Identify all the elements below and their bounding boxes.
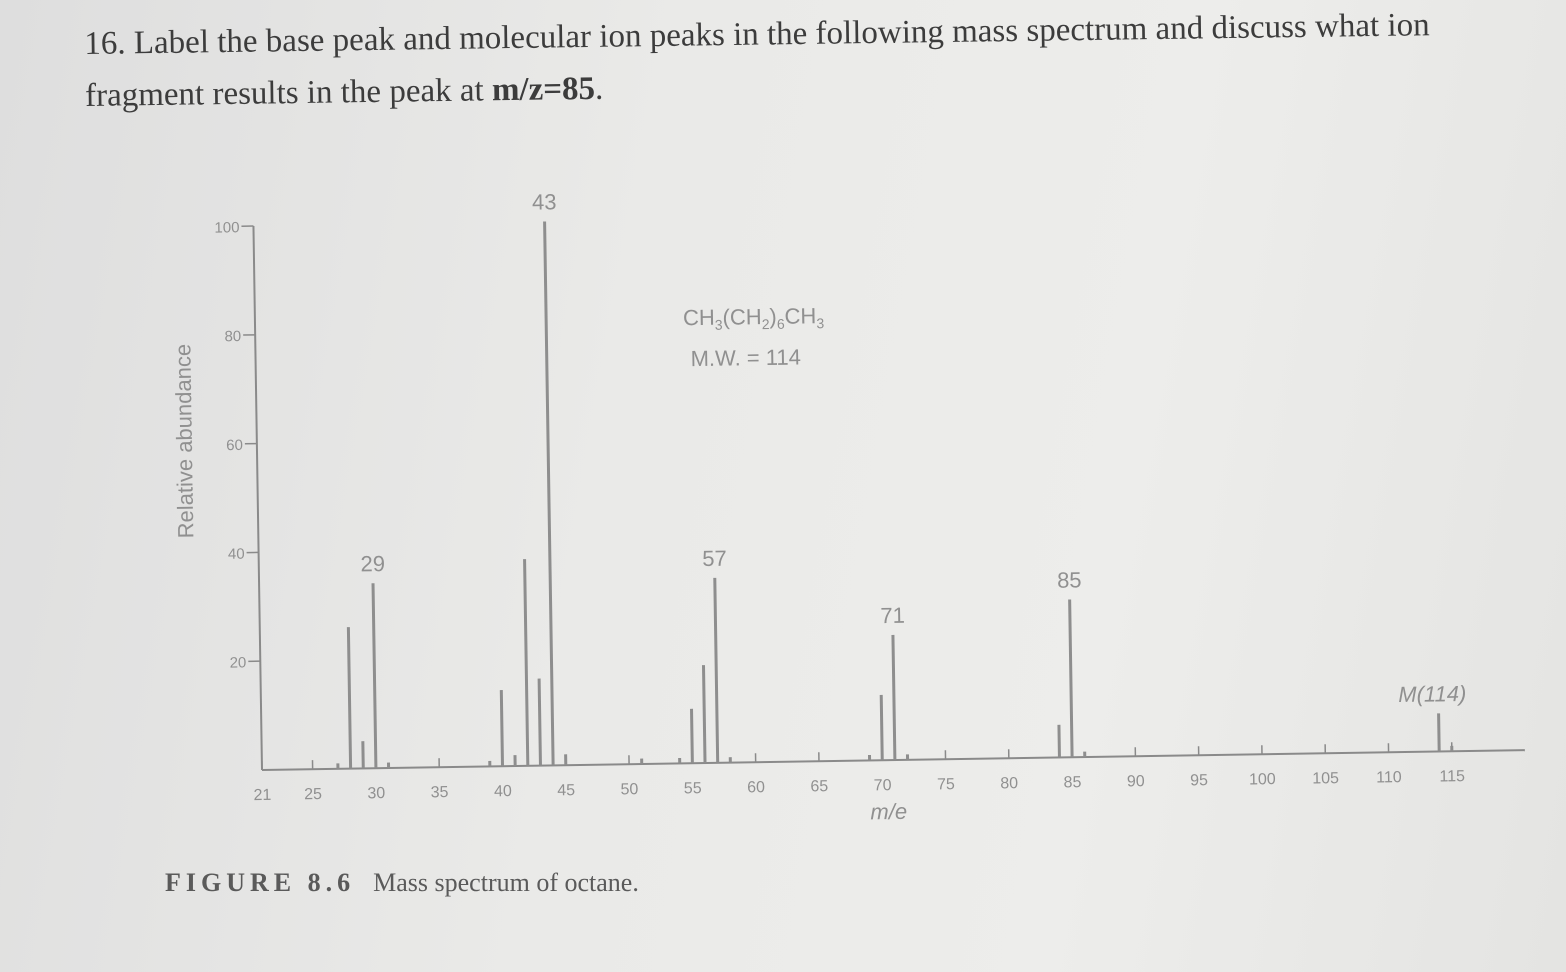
peak-bar xyxy=(371,583,378,769)
peak-label: 29 xyxy=(360,551,385,576)
y-tick-label: 80 xyxy=(224,328,241,345)
x-tick-label: 70 xyxy=(874,777,892,794)
x-tick-label: 50 xyxy=(620,781,638,798)
x-tick-label: 95 xyxy=(1190,772,1208,789)
x-tick-label: 100 xyxy=(1249,771,1276,788)
x-tick-label: 30 xyxy=(367,785,385,802)
x-tick-label: 65 xyxy=(810,778,828,795)
peak-bar xyxy=(499,690,505,767)
peak-bar xyxy=(523,559,530,766)
y-tick-label: 40 xyxy=(228,546,245,563)
y-axis-line xyxy=(252,226,263,770)
peak-bar xyxy=(690,708,694,764)
x-tick-label: 115 xyxy=(1439,768,1465,785)
peak-label: 57 xyxy=(702,546,727,571)
peak-bar xyxy=(543,221,555,766)
peak-bar xyxy=(891,634,897,761)
x-tick-label: 40 xyxy=(494,783,512,800)
x-tick-label: 110 xyxy=(1376,769,1402,786)
peak-bar xyxy=(713,577,720,763)
x-tick-label: 21 xyxy=(253,787,271,804)
x-tick-label: 55 xyxy=(684,780,702,797)
x-axis-label: m/e xyxy=(870,799,907,825)
peak-label: M(114) xyxy=(1398,681,1466,707)
peak-bars xyxy=(336,221,1454,769)
y-tick-label: 100 xyxy=(214,219,239,236)
formula-annotation: CH3(CH2)6CH3 xyxy=(683,303,825,333)
y-axis-label: Relative abundance xyxy=(170,344,198,539)
molecular-weight-annotation: M.W. = 114 xyxy=(690,344,801,371)
figure-caption-text: Mass spectrum of octane. xyxy=(373,868,639,897)
x-tick-label: 45 xyxy=(557,782,575,799)
x-tick-label: 85 xyxy=(1063,774,1081,791)
peak-label: 85 xyxy=(1057,567,1082,592)
peak-bar xyxy=(1068,599,1074,758)
y-ticks: 20 40 60 80 100 xyxy=(214,219,261,672)
peak-bar xyxy=(346,627,353,769)
x-tick-label: 80 xyxy=(1000,775,1018,792)
x-tick-label: 35 xyxy=(431,784,449,801)
x-tick-label: 75 xyxy=(937,776,955,793)
y-tick-label: 60 xyxy=(226,437,243,454)
peak-bar xyxy=(1437,713,1441,752)
peak-labels: 29 43 57 71 85 M(114) xyxy=(360,189,1466,707)
x-tick-label: 90 xyxy=(1127,773,1145,790)
chart-axes xyxy=(252,226,1525,771)
figure-caption: FIGURE 8.6 Mass spectrum of octane. xyxy=(165,868,639,898)
peak-bar xyxy=(701,665,707,764)
peak-label: 43 xyxy=(532,189,557,214)
peak-bar xyxy=(1057,724,1061,758)
x-tick-label: 60 xyxy=(747,779,765,796)
x-tick-label: 105 xyxy=(1312,770,1339,787)
figure-number: FIGURE 8.6 xyxy=(165,868,356,897)
peak-bar xyxy=(537,678,542,766)
x-tick-label: 25 xyxy=(304,786,322,803)
x-ticks: 21 25 30 35 40 45 50 55 60 65 70 75 80 85 90 95 100 105 11… xyxy=(253,742,1465,804)
y-tick-label: 20 xyxy=(229,654,246,671)
peak-bar xyxy=(879,694,884,761)
peak-label: 71 xyxy=(880,603,905,628)
